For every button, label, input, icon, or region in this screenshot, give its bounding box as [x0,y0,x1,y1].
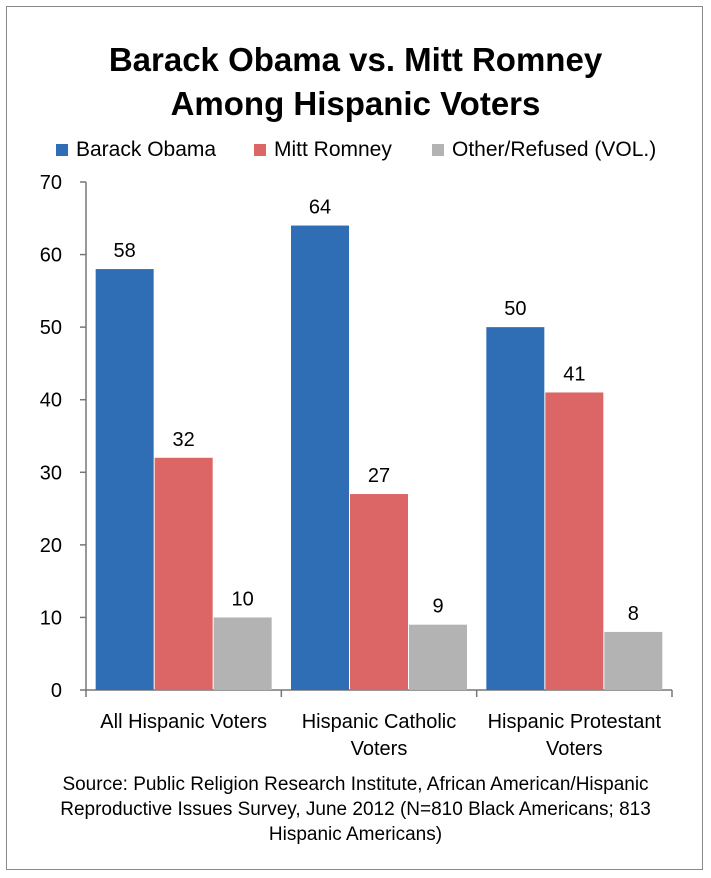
legend-swatch-obama [56,144,68,156]
category-label-2-line-2: Voters [351,738,408,760]
legend-label-romney: Mitt Romney [274,138,392,161]
bar-1-1 [95,269,154,690]
y-tick-label-50: 50 [40,317,62,339]
data-label-2-3: 41 [563,363,585,385]
chart-frame [6,6,703,870]
legend-item-romney: Mitt Romney [254,136,392,164]
data-label-2-1: 32 [173,429,195,451]
bar-3-1 [213,617,272,690]
legend-swatch-romney [254,144,266,156]
data-label-3-3: 8 [628,603,639,625]
category-label-3-line-2: Voters [546,738,603,760]
legend-label-other: Other/Refused (VOL.) [452,138,657,161]
data-label-1-1: 58 [114,240,136,262]
source-line-1: Source: Public Religion Research Institu… [62,774,649,795]
category-label-3-line-1: Hispanic Protestant [488,711,662,733]
chart-title-line2: Among Hispanic Voters [170,85,541,122]
legend-item-other: Other/Refused (VOL.) [432,136,656,164]
bar-3-2 [409,624,467,690]
data-label-3-2: 9 [432,596,443,618]
bar-2-2 [350,494,408,690]
data-label-3-1: 10 [232,588,254,610]
y-tick-label-70: 70 [40,172,62,194]
y-tick-label-40: 40 [40,390,62,412]
y-tick-label-0: 0 [51,680,62,702]
source-line-3: Hispanic Americans) [268,824,443,845]
legend-label-obama: Barack Obama [76,138,217,161]
data-label-1-3: 50 [504,298,526,320]
chart-title-line1: Barack Obama vs. Mitt Romney [108,41,603,78]
bar-1-3 [486,327,545,690]
y-tick-label-60: 60 [40,245,62,267]
source-note: Source: Public Religion Research Institu… [0,772,711,847]
bar-2-1 [154,457,213,690]
data-label-2-2: 27 [368,465,390,487]
legend-swatch-other [432,144,444,156]
bar-3-3 [604,631,663,690]
category-label-2-line-1: Hispanic Catholic [302,711,457,733]
y-tick-label-20: 20 [40,535,62,557]
bar-1-2 [291,225,349,691]
legend-item-obama: Barack Obama [56,136,216,164]
bar-2-3 [545,392,604,690]
data-label-1-2: 64 [309,197,331,219]
category-label-1-line-1: All Hispanic Voters [100,711,267,733]
y-tick-label-10: 10 [40,607,62,629]
y-tick-label-30: 30 [40,462,62,484]
source-line-2: Reproductive Issues Survey, June 2012 (N… [60,799,651,820]
